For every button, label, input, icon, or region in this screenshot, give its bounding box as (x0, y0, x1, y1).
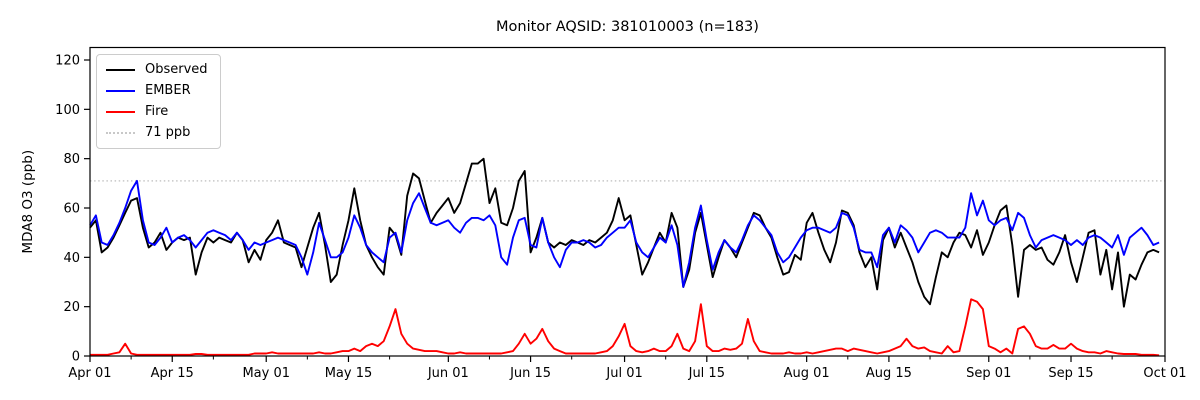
x-tick-label: Jun 01 (427, 366, 469, 381)
series-line-observed (89, 157, 1160, 308)
legend-line-sample (106, 132, 135, 134)
y-tick-label: 60 (63, 202, 80, 217)
y-tick-label: 80 (63, 152, 80, 167)
x-tick-label: Jun 15 (509, 366, 551, 381)
axes-box (89, 46, 1166, 357)
x-tick-label: Sep 15 (1048, 366, 1093, 381)
legend-item-observed: Observed (106, 62, 208, 78)
legend-item-ember: EMBER (106, 83, 208, 99)
y-tick-label: 100 (55, 103, 80, 118)
x-tick-label: Aug 15 (866, 366, 912, 381)
legend-item-fire: Fire (106, 104, 208, 120)
legend-label: Fire (145, 104, 169, 119)
y-tick-label: 40 (63, 251, 80, 266)
legend-line-sample (106, 69, 135, 71)
x-tick-label: May 01 (242, 366, 290, 381)
legend-item-71-ppb: 71 ppb (106, 125, 208, 141)
y-tick-label: 120 (55, 54, 80, 69)
y-tick-label: 0 (72, 350, 80, 365)
series-line-ember (89, 179, 1160, 288)
x-tick-label: May 15 (325, 366, 373, 381)
x-tick-label: Jul 15 (688, 366, 725, 381)
x-tick-label: Jul 01 (605, 366, 642, 381)
legend-line-sample (106, 111, 135, 113)
x-tick-label: Aug 01 (784, 366, 830, 381)
legend-label: 71 ppb (145, 125, 191, 140)
x-tick-label: Sep 01 (966, 366, 1011, 381)
x-tick-label: Oct 01 (1143, 366, 1186, 381)
legend: Observed EMBER Fire 71 ppb (96, 54, 221, 149)
x-tick-label: Apr 15 (151, 366, 194, 381)
series-line-fire (90, 298, 1160, 357)
y-axis-label: MDA8 O3 (ppb) (20, 150, 36, 254)
legend-label: Observed (145, 62, 208, 77)
x-tick-label: Apr 01 (68, 366, 111, 381)
y-tick-label: 20 (63, 300, 80, 315)
plot-title: Monitor AQSID: 381010003 (n=183) (496, 19, 759, 35)
legend-label: EMBER (145, 83, 191, 98)
legend-line-sample (106, 90, 135, 92)
